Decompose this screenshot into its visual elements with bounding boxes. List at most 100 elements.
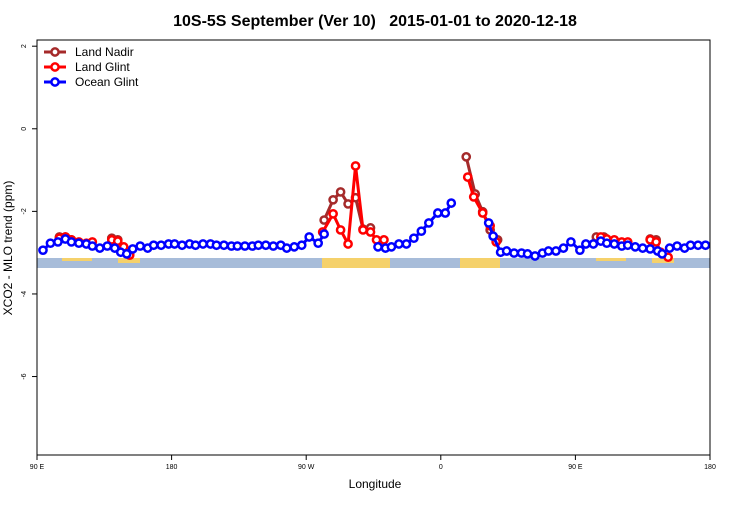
y-tick-label: 2: [21, 44, 28, 48]
data-point: [94, 243, 105, 253]
x-tick-label: 0: [439, 464, 443, 471]
data-point: [409, 233, 419, 244]
data-point: [177, 240, 187, 251]
data-point: [543, 246, 554, 256]
y-tick-label: -2: [21, 208, 28, 214]
data-point: [440, 208, 451, 218]
legend-marker: [50, 77, 60, 87]
data-point: [211, 240, 222, 251]
data-point: [700, 240, 711, 251]
data-point: [328, 208, 338, 219]
land-strip: [460, 258, 500, 268]
legend-label: Land Nadir: [75, 45, 134, 59]
x-tick-label: 90 E: [568, 464, 583, 471]
data-point: [509, 248, 519, 258]
x-tick-label: 90 W: [298, 464, 315, 471]
data-point: [127, 244, 138, 254]
land-strip: [62, 258, 92, 261]
data-point: [365, 227, 376, 237]
data-point: [156, 240, 166, 251]
data-point: [558, 243, 569, 253]
data-point: [423, 218, 434, 228]
data-point: [664, 243, 675, 253]
data-point: [281, 243, 292, 253]
data-point: [135, 241, 146, 251]
data-point: [672, 241, 682, 251]
data-point: [169, 239, 180, 249]
data-point: [219, 240, 229, 251]
data-point: [53, 237, 63, 247]
data-point: [319, 215, 329, 225]
data-point: [432, 208, 443, 218]
data-point: [446, 198, 457, 208]
data-point: [468, 192, 479, 202]
map-strip: [37, 258, 710, 268]
data-point: [328, 194, 338, 205]
data-point: [38, 245, 48, 256]
y-axis-label: XCO2 - MLO trend (ppm): [1, 181, 15, 316]
chart-title: 10S-5S September (Ver 10) 2015-01-01 to …: [173, 13, 577, 30]
data-point: [693, 240, 703, 251]
data-point: [240, 241, 250, 251]
legend-label: Ocean Glint: [75, 75, 139, 89]
data-point: [551, 246, 561, 256]
data-point: [651, 237, 662, 247]
x-tick-label: 180: [704, 464, 716, 471]
legend-marker: [50, 47, 60, 57]
data-point: [566, 237, 576, 247]
data-point: [319, 229, 329, 239]
data-point: [401, 239, 412, 249]
data-point: [45, 238, 56, 249]
x-tick-label: 90 E: [30, 464, 45, 471]
data-point: [462, 172, 473, 182]
data-point: [522, 249, 533, 259]
land-strip: [322, 258, 390, 268]
data-point: [313, 238, 324, 249]
data-point: [350, 161, 361, 171]
data-point: [477, 208, 488, 218]
data-point: [685, 240, 696, 251]
data-point: [121, 249, 132, 259]
data-point: [601, 238, 612, 249]
plot-frame: [36, 39, 711, 456]
data-point: [609, 239, 620, 249]
data-point: [289, 242, 300, 252]
data-point: [488, 231, 498, 241]
data-point: [461, 152, 472, 162]
data-point: [588, 239, 599, 249]
data-point: [190, 240, 201, 251]
data-point: [268, 241, 279, 251]
data-point: [630, 242, 641, 252]
data-point: [581, 239, 591, 249]
data-point: [296, 240, 307, 251]
data-point: [637, 243, 648, 253]
data-point: [386, 242, 397, 252]
data-point: [232, 241, 243, 251]
data-point: [260, 240, 271, 251]
y-tick-label: 0: [21, 127, 28, 131]
data-point: [87, 241, 98, 251]
legend-marker: [50, 62, 60, 72]
y-tick-label: -4: [21, 291, 28, 297]
data-point: [335, 225, 346, 235]
x-tick-label: 180: [166, 464, 178, 471]
data-point: [575, 245, 585, 256]
plot-area: [38, 152, 711, 263]
data-point: [394, 239, 404, 249]
data-point: [358, 225, 368, 235]
data-point: [335, 187, 346, 197]
data-point: [622, 240, 633, 251]
land-strip: [118, 258, 140, 263]
data-point: [501, 246, 512, 256]
data-point: [657, 249, 667, 259]
data-point: [416, 226, 427, 237]
data-point: [645, 244, 656, 254]
data-point: [148, 240, 159, 251]
data-point: [253, 240, 264, 251]
legend-label: Land Glint: [75, 60, 130, 74]
data-point: [373, 242, 383, 252]
y-tick-label: -6: [21, 373, 28, 379]
x-axis-label: Longitude: [349, 477, 402, 491]
